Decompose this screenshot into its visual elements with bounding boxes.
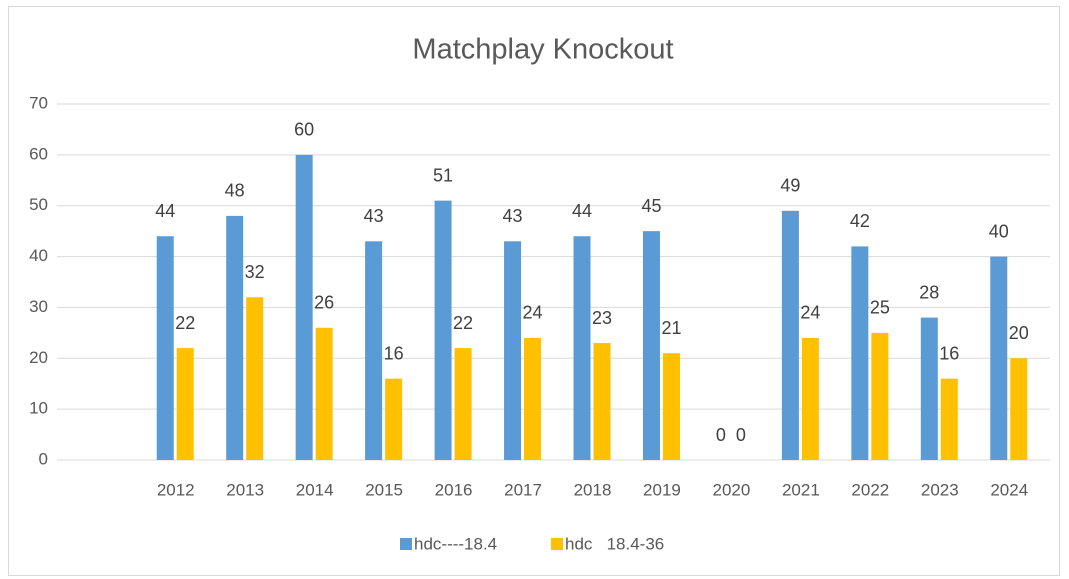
data-label: 45 — [641, 196, 661, 216]
bar — [593, 343, 611, 460]
x-tick-label: 2021 — [782, 480, 820, 499]
legend-label: hdc----18.4 — [414, 534, 497, 553]
data-label: 24 — [800, 303, 820, 323]
bar — [851, 246, 869, 460]
bar — [801, 337, 819, 460]
data-label: 44 — [155, 201, 175, 221]
y-tick-label: 10 — [29, 399, 48, 418]
data-label: 0 — [716, 425, 726, 445]
y-tick-label: 0 — [39, 449, 48, 468]
bar — [156, 236, 174, 460]
y-tick-label: 60 — [29, 144, 48, 163]
bar — [295, 154, 313, 460]
data-label: 22 — [175, 313, 195, 333]
bar — [246, 297, 264, 460]
x-tick-label: 2023 — [921, 480, 959, 499]
chart-title: Matchplay Knockout — [412, 34, 673, 66]
data-label: 40 — [989, 221, 1009, 241]
legend-swatch — [551, 538, 563, 550]
data-label: 49 — [780, 176, 800, 196]
y-tick-label: 70 — [29, 93, 48, 112]
data-label: 28 — [919, 282, 939, 302]
data-label: 16 — [939, 343, 959, 363]
y-tick-label: 30 — [29, 297, 48, 316]
bar — [642, 231, 660, 460]
bar — [1010, 358, 1028, 460]
data-label: 43 — [503, 206, 523, 226]
data-label: 22 — [453, 313, 473, 333]
bar — [454, 348, 472, 460]
data-label: 23 — [592, 308, 612, 328]
bar — [781, 210, 799, 460]
bar — [365, 241, 383, 460]
bar — [434, 200, 452, 460]
x-tick-label: 2022 — [851, 480, 889, 499]
bar — [662, 353, 680, 460]
bar — [940, 378, 958, 460]
x-tick-label: 2024 — [990, 480, 1028, 499]
bar — [226, 215, 244, 460]
x-tick-label: 2016 — [435, 480, 473, 499]
data-label: 44 — [572, 201, 592, 221]
x-tick-label: 2018 — [574, 480, 612, 499]
data-label: 24 — [523, 303, 543, 323]
x-tick-label: 2020 — [713, 480, 751, 499]
legend-label: hdc 18.4-36 — [565, 534, 664, 553]
data-label: 25 — [870, 298, 890, 318]
bar — [871, 332, 889, 460]
bar — [524, 337, 542, 460]
data-label: 0 — [736, 425, 746, 445]
data-label: 21 — [661, 318, 681, 338]
bar — [990, 256, 1008, 460]
data-label: 51 — [433, 165, 453, 185]
x-tick-label: 2014 — [296, 480, 334, 499]
x-tick-label: 2017 — [504, 480, 542, 499]
y-tick-label: 40 — [29, 246, 48, 265]
x-tick-label: 2019 — [643, 480, 681, 499]
data-label: 42 — [850, 211, 870, 231]
x-tick-label: 2013 — [226, 480, 264, 499]
data-label: 48 — [225, 181, 245, 201]
data-label: 26 — [314, 293, 334, 313]
bar — [315, 327, 333, 460]
x-tick-label: 2015 — [365, 480, 403, 499]
y-tick-label: 50 — [29, 195, 48, 214]
bar — [385, 378, 403, 460]
bar — [920, 317, 938, 460]
data-label: 16 — [384, 343, 404, 363]
chart-border — [8, 6, 1060, 576]
legend-swatch — [400, 538, 412, 550]
data-label: 60 — [294, 120, 314, 140]
data-label: 32 — [245, 262, 265, 282]
bar — [573, 236, 591, 460]
x-tick-label: 2012 — [157, 480, 195, 499]
bar — [176, 348, 194, 460]
bar — [504, 241, 522, 460]
y-tick-label: 20 — [29, 348, 48, 367]
data-label: 43 — [364, 206, 384, 226]
data-label: 20 — [1009, 323, 1029, 343]
